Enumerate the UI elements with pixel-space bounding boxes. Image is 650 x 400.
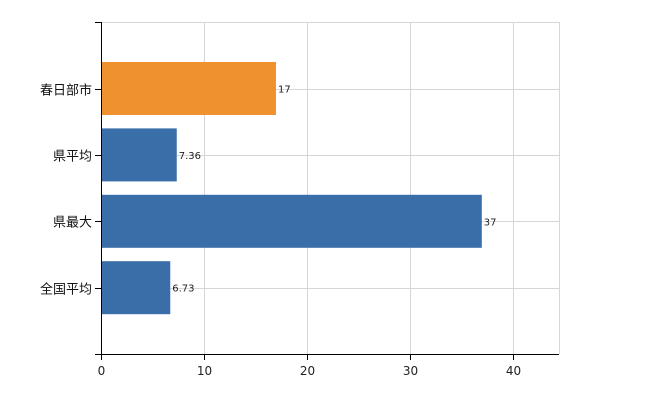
bars bbox=[101, 62, 482, 315]
x-tick-label-3: 30 bbox=[403, 364, 418, 378]
x-tick-label-1: 10 bbox=[197, 364, 212, 378]
axes bbox=[95, 22, 559, 360]
y-category-label-2: 県最大 bbox=[53, 216, 92, 231]
y-category-label-1: 県平均 bbox=[53, 150, 92, 165]
bar-2 bbox=[101, 194, 482, 248]
bar-1 bbox=[101, 128, 177, 182]
x-tick-label-2: 20 bbox=[300, 364, 315, 378]
bar-3 bbox=[101, 261, 171, 315]
x-tick-label-0: 0 bbox=[98, 364, 106, 378]
data-label-1: 7.36 bbox=[179, 151, 201, 162]
data-label-2: 37 bbox=[484, 217, 497, 228]
data-label-0: 17 bbox=[278, 85, 291, 96]
data-label-3: 6.73 bbox=[172, 284, 194, 295]
y-category-label-3: 全国平均 bbox=[40, 282, 92, 298]
y-category-label-0: 春日部市 bbox=[40, 83, 92, 99]
bar-0 bbox=[101, 62, 276, 115]
x-tick-label-4: 40 bbox=[506, 364, 521, 378]
